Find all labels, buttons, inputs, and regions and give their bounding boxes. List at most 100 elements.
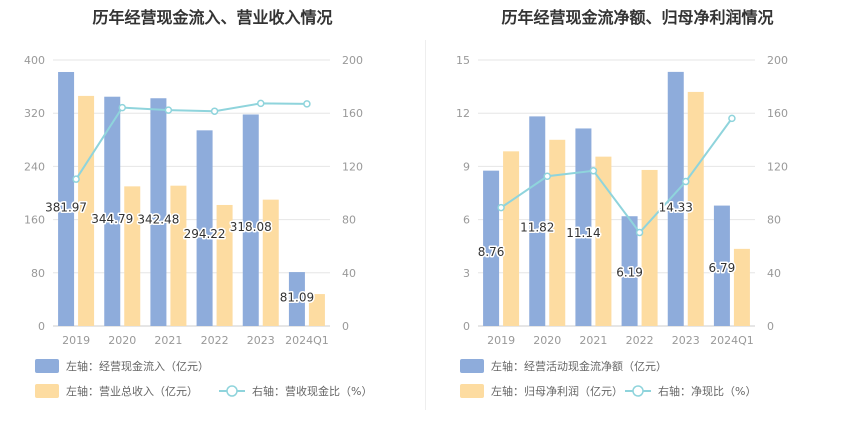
bar-series-1 <box>483 170 500 326</box>
line-series <box>75 102 307 180</box>
legend-swatch <box>35 359 59 373</box>
x-tick-label: 2019 <box>62 334 90 347</box>
bar-series-2 <box>308 294 325 326</box>
bar-series-2 <box>641 169 658 326</box>
legend-swatch <box>460 384 484 398</box>
y-left-tick-label: 0 <box>463 320 470 333</box>
chart-title: 历年经营现金流入、营业收入情况 <box>92 8 333 27</box>
y-right-tick-label: 120 <box>342 160 363 173</box>
y-right-tick-label: 0 <box>342 320 349 333</box>
bar-series-2 <box>733 248 750 326</box>
line-point <box>497 203 505 212</box>
bar-series-1 <box>150 98 167 327</box>
bar-data-label: 11.82 <box>520 221 554 235</box>
y-left-tick-label: 80 <box>31 267 45 280</box>
line-point <box>303 100 311 108</box>
panel-divider <box>425 40 426 410</box>
bar-data-label: 81.09 <box>280 291 314 305</box>
y-left-tick-label: 0 <box>38 320 45 333</box>
legend-label: 右轴：营收现金比（%） <box>252 384 372 398</box>
y-right-tick-label: 80 <box>767 214 781 227</box>
chart-svg-left: 0 80 160 240 320 400 0 40 80 120 160 200 2019 2020 202… <box>24 54 372 398</box>
line-point <box>543 172 551 180</box>
x-tick-label: 2022 <box>626 334 654 347</box>
bar-series-2 <box>216 204 233 326</box>
x-tick-label: 2021 <box>579 334 607 347</box>
bar-series-2 <box>124 186 141 326</box>
line-point <box>72 175 80 183</box>
x-tick-label: 2022 <box>201 334 229 347</box>
legend-swatch <box>35 384 59 398</box>
y-left-tick-label: 15 <box>456 54 470 67</box>
bar-series-2 <box>170 185 187 326</box>
y-left-tick-label: 9 <box>463 160 470 173</box>
legend-label: 右轴：净现比（%） <box>658 384 756 398</box>
y-left-tick-label: 160 <box>24 214 45 227</box>
y-left-tick-label: 320 <box>24 107 45 120</box>
bar-data-label: 6.19 <box>616 266 643 280</box>
bar-data-label: 294.22 <box>184 227 226 241</box>
bar-data-label: 344.79 <box>91 212 133 226</box>
bar-series-2 <box>595 156 612 326</box>
line-point <box>589 167 598 175</box>
x-tick-label: 2024Q1 <box>710 334 754 347</box>
x-tick-label: 2023 <box>247 334 275 347</box>
bar-data-label: 342.48 <box>137 213 179 227</box>
bar-series-1 <box>529 116 546 326</box>
x-tick-label: 2021 <box>154 334 182 347</box>
bar-series-1 <box>713 205 730 326</box>
chart-title: 历年经营现金流净额、归母净利润情况 <box>501 8 774 27</box>
bar-series-2 <box>503 151 520 326</box>
y-right-tick-label: 200 <box>767 54 788 67</box>
bar-data-label: 11.14 <box>566 226 600 240</box>
legend-label: 左轴：归母净利润（亿元） <box>491 384 623 398</box>
y-left-tick-label: 240 <box>24 160 45 173</box>
bar-series-1 <box>288 272 305 326</box>
x-tick-label: 2020 <box>108 334 136 347</box>
bar-data-label: 318.08 <box>230 220 272 234</box>
y-right-tick-label: 200 <box>342 54 363 67</box>
y-right-tick-label: 160 <box>342 107 363 120</box>
y-right-tick-label: 80 <box>342 214 356 227</box>
legend-swatch <box>226 385 238 397</box>
legend-label: 左轴：经营活动现金流净额（亿元） <box>491 359 667 373</box>
y-left-tick-label: 3 <box>463 267 470 280</box>
bar-series-1 <box>242 114 259 326</box>
y-right-tick-label: 160 <box>767 107 788 120</box>
bar-data-label: 14.33 <box>659 201 693 215</box>
bar-series-1 <box>575 128 592 326</box>
bar-series-1 <box>104 96 121 326</box>
line-point <box>635 228 644 237</box>
legend-swatch <box>460 359 484 373</box>
chart-panel-left: 历年经营现金流入、营业收入情况 0 80 160 240 320 400 0 40 80 120 1… <box>24 8 372 398</box>
chart-panel-right: 历年经营现金流净额、归母净利润情况 0 3 6 9 12 15 0 40 80 120 160 200… <box>425 0 850 437</box>
legend-label: 左轴：营业总收入（亿元） <box>66 384 198 398</box>
bar-series-1 <box>196 130 213 326</box>
line-point <box>257 99 265 108</box>
line-point <box>728 114 736 123</box>
x-tick-label: 2019 <box>487 334 515 347</box>
bar-series-2 <box>78 95 95 326</box>
line-point <box>164 106 173 114</box>
y-left-tick-label: 12 <box>456 107 470 120</box>
bar-series-2 <box>262 199 279 326</box>
line-point <box>118 103 126 112</box>
x-tick-label: 2024Q1 <box>285 334 329 347</box>
chart-svg-right: 0 3 6 9 12 15 0 40 80 120 160 200 2019 2020 2021 2022 20… <box>456 54 788 398</box>
bar-series-2 <box>549 139 566 326</box>
legend-swatch <box>632 385 644 397</box>
x-tick-label: 2023 <box>672 334 700 347</box>
bar-data-label: 381.97 <box>45 201 87 215</box>
y-left-tick-label: 400 <box>24 54 45 67</box>
bar-data-label: 8.76 <box>478 245 505 259</box>
y-right-tick-label: 40 <box>342 267 356 280</box>
bar-series-1 <box>667 71 684 326</box>
y-right-tick-label: 120 <box>767 160 788 173</box>
y-right-tick-label: 40 <box>767 267 781 280</box>
y-left-tick-label: 6 <box>463 214 470 227</box>
bar-series-1 <box>621 216 638 326</box>
line-point <box>682 177 690 186</box>
legend-label: 左轴：经营现金流入（亿元） <box>66 359 209 373</box>
x-tick-label: 2020 <box>533 334 561 347</box>
line-series <box>500 117 733 235</box>
